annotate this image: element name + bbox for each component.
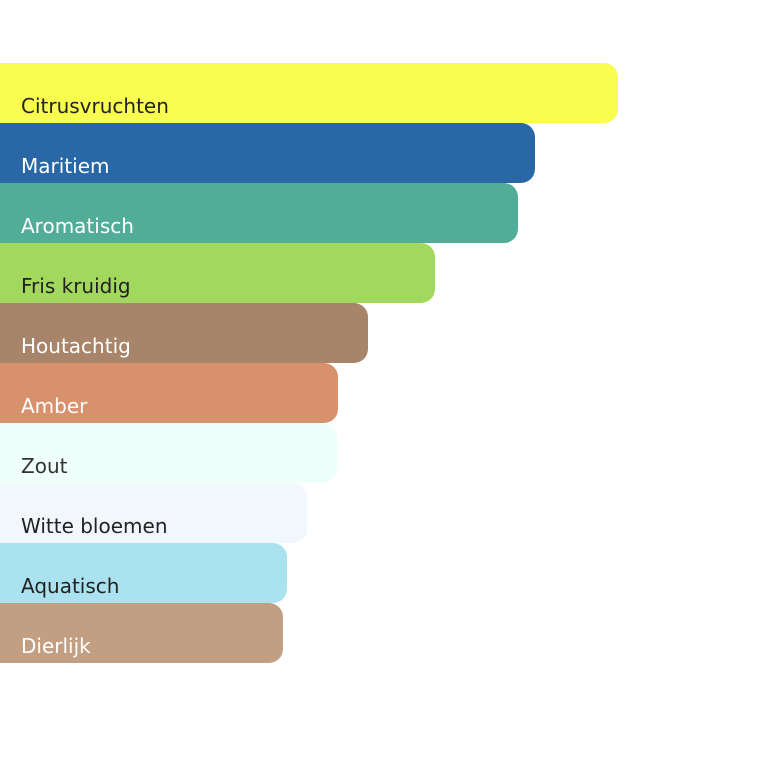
bar-amber: Amber <box>0 363 339 423</box>
bar-citrusvruchten: Citrusvruchten <box>0 63 618 123</box>
bar-zout: Zout <box>0 423 337 483</box>
bar-houtachtig: Houtachtig <box>0 303 368 363</box>
bar-fris-kruidig: Fris kruidig <box>0 243 436 303</box>
bar-dierlijk: Dierlijk <box>0 603 284 663</box>
bar-label: Houtachtig <box>21 334 131 358</box>
bar-label: Dierlijk <box>21 634 91 658</box>
bar-label: Amber <box>21 394 88 418</box>
bar-label: Citrusvruchten <box>21 94 169 118</box>
bar-witte-bloemen: Witte bloemen <box>0 483 308 543</box>
bar-label: Aquatisch <box>21 574 120 598</box>
bar-aquatisch: Aquatisch <box>0 543 287 603</box>
bar-label: Witte bloemen <box>21 514 168 538</box>
bar-label: Fris kruidig <box>21 274 131 298</box>
bar-label: Maritiem <box>21 154 110 178</box>
bar-aromatisch: Aromatisch <box>0 183 518 243</box>
bar-label: Zout <box>21 454 68 478</box>
bar-label: Aromatisch <box>21 214 134 238</box>
bar-maritiem: Maritiem <box>0 123 536 183</box>
